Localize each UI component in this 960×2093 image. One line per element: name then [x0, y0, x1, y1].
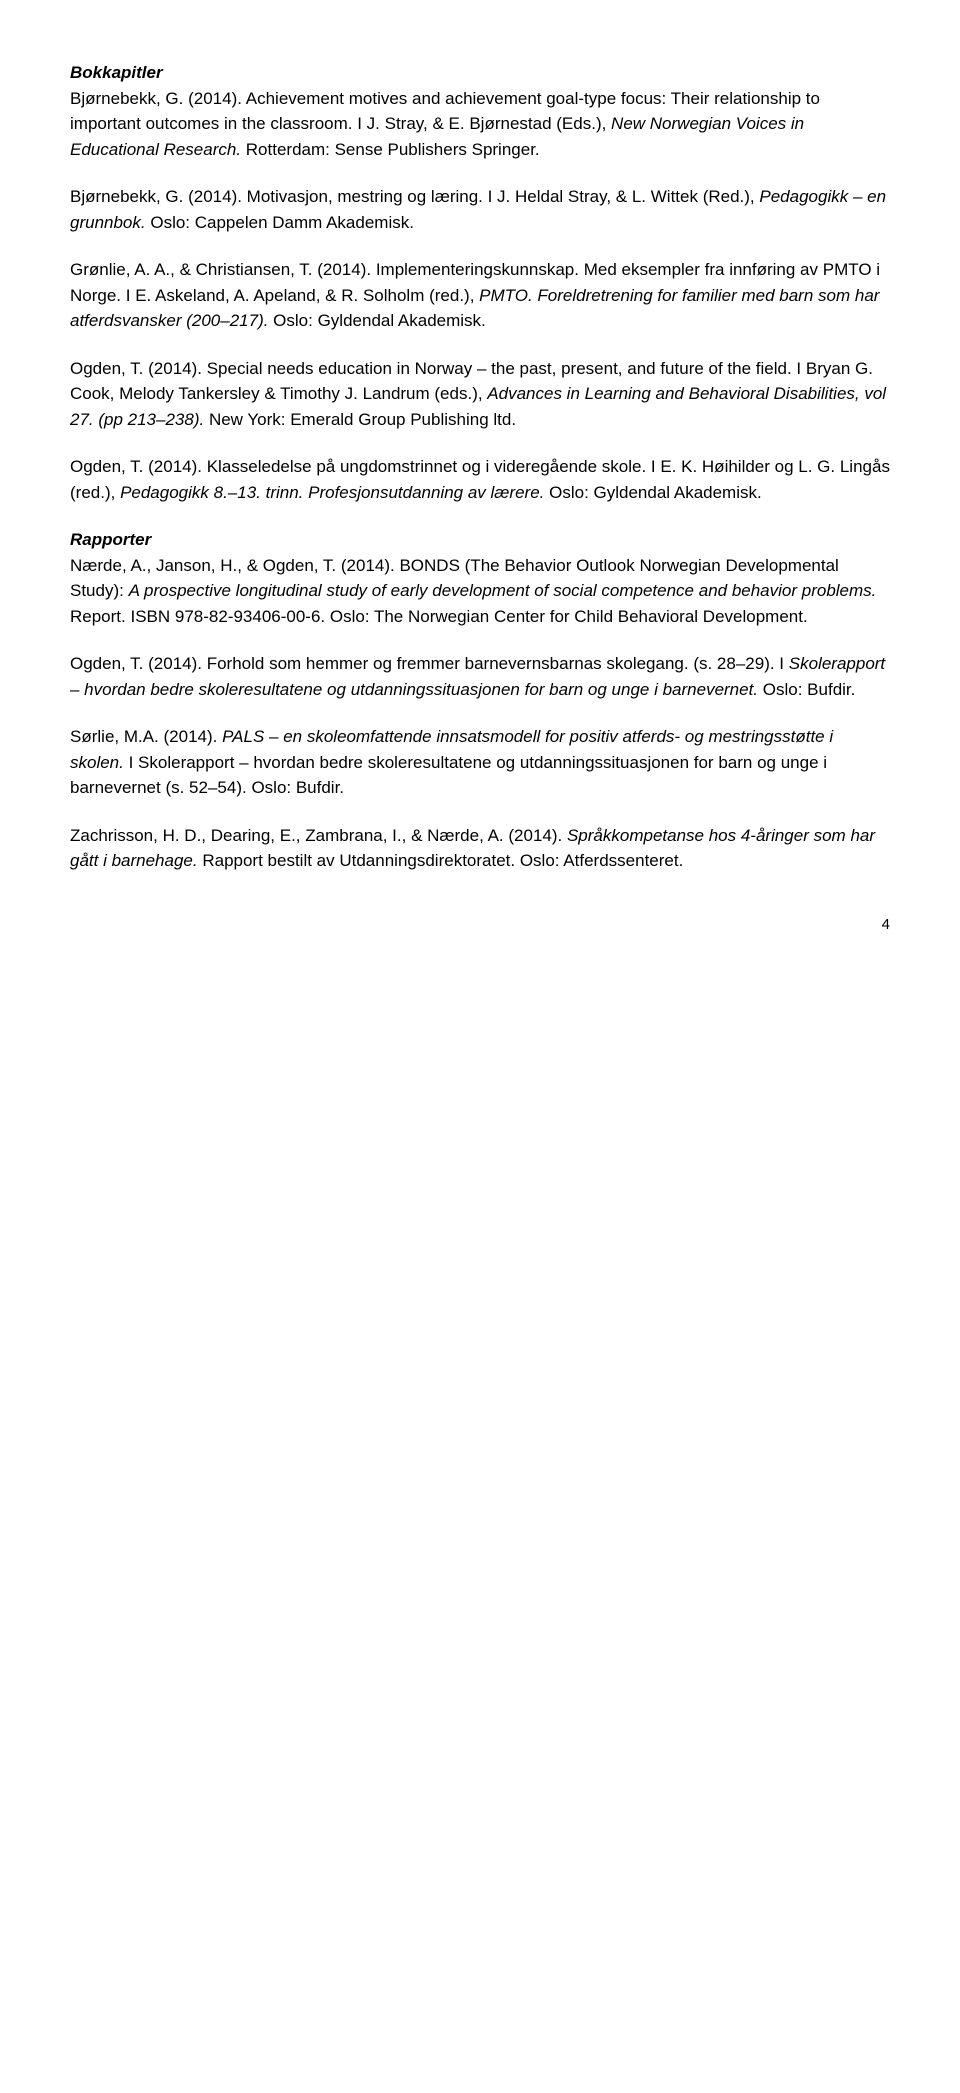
paragraph: Ogden, T. (2014). Forhold som hemmer og … [70, 651, 890, 702]
paragraph: Grønlie, A. A., & Christiansen, T. (2014… [70, 257, 890, 334]
text-run: Oslo: Bufdir. [758, 680, 855, 699]
text-run: Bjørnebekk, G. (2014). Motivasjon, mestr… [70, 187, 759, 206]
text-run: New York: Emerald Group Publishing ltd. [204, 410, 516, 429]
section-heading-bokkapitler: Bokkapitler Bjørnebekk, G. (2014). Achie… [70, 60, 890, 162]
paragraph: Bjørnebekk, G. (2014). Achievement motiv… [70, 89, 820, 159]
text-run: Oslo: Cappelen Damm Akademisk. [146, 213, 414, 232]
heading-text: Rapporter [70, 530, 151, 549]
text-run: I Skolerapport – hvordan bedre skoleresu… [70, 753, 827, 798]
text-run: Rotterdam: Sense Publishers Springer. [241, 140, 540, 159]
text-run: Ogden, T. (2014). Forhold som hemmer og … [70, 654, 789, 673]
text-run: Oslo: Gyldendal Akademisk. [544, 483, 761, 502]
paragraph: Nærde, A., Janson, H., & Ogden, T. (2014… [70, 556, 876, 626]
text-run: Rapport bestilt av Utdanningsdirektorate… [198, 851, 684, 870]
text-run: Zachrisson, H. D., Dearing, E., Zambrana… [70, 826, 567, 845]
text-run: Pedagogikk 8.–13. trinn. Profesjonsutdan… [120, 483, 544, 502]
page-number: 4 [70, 914, 890, 937]
section-heading-rapporter: Rapporter Nærde, A., Janson, H., & Ogden… [70, 527, 890, 629]
heading-text: Bokkapitler [70, 63, 163, 82]
document-body: Bokkapitler Bjørnebekk, G. (2014). Achie… [70, 60, 890, 936]
paragraph: Bjørnebekk, G. (2014). Motivasjon, mestr… [70, 184, 890, 235]
paragraph: Ogden, T. (2014). Klasseledelse på ungdo… [70, 454, 890, 505]
paragraph: Ogden, T. (2014). Special needs educatio… [70, 356, 890, 433]
text-run: A prospective longitudinal study of earl… [129, 581, 877, 600]
paragraph: Sørlie, M.A. (2014). PALS – en skoleomfa… [70, 724, 890, 801]
paragraph: Zachrisson, H. D., Dearing, E., Zambrana… [70, 823, 890, 874]
text-run: Oslo: Gyldendal Akademisk. [268, 311, 485, 330]
text-run: Report. ISBN 978-82-93406-00-6. Oslo: Th… [70, 607, 808, 626]
text-run: Sørlie, M.A. (2014). [70, 727, 222, 746]
